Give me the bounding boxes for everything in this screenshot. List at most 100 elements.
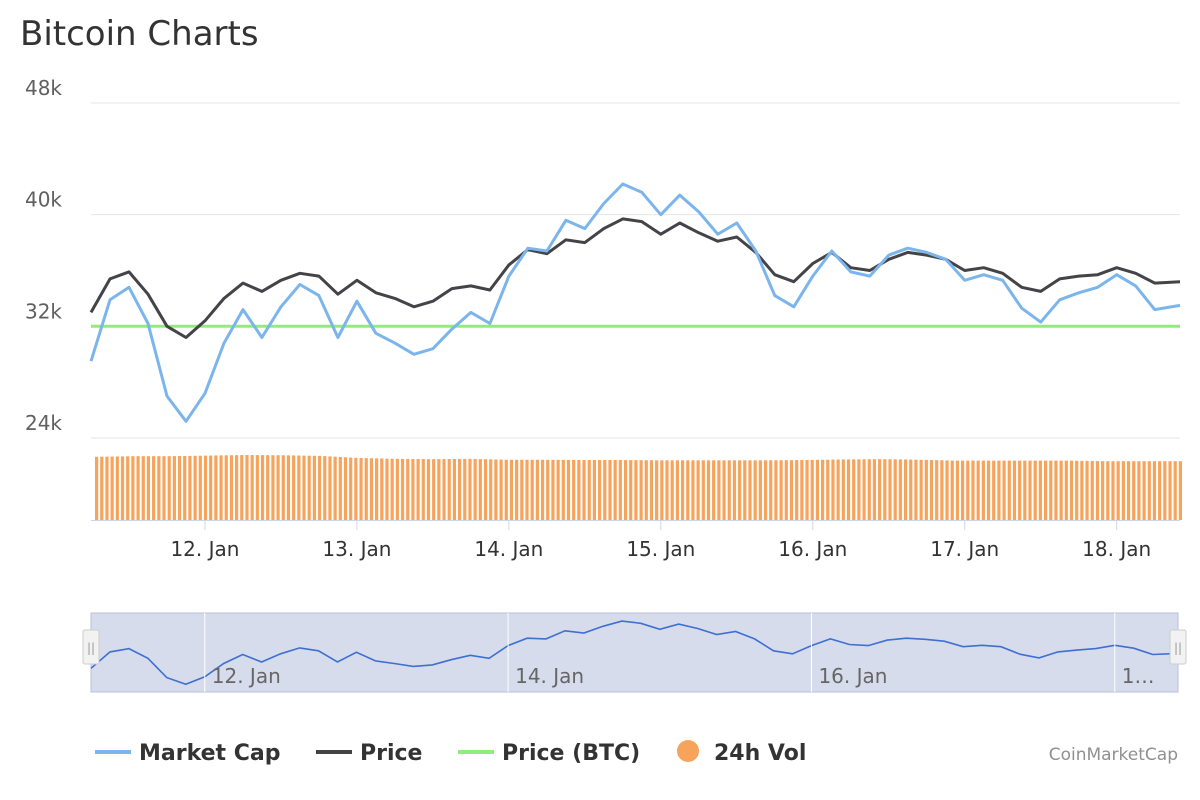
vol-bar bbox=[950, 460, 954, 520]
vol-bar bbox=[561, 459, 565, 520]
vol-bar bbox=[763, 460, 768, 520]
vol-bar bbox=[566, 459, 571, 520]
legend-item-24h-vol[interactable]: 24h Vol bbox=[677, 740, 806, 766]
vol-bar bbox=[815, 459, 819, 520]
vol-bar bbox=[146, 456, 151, 520]
navigator-handle-left-box[interactable] bbox=[82, 629, 100, 665]
vol-bar bbox=[338, 456, 342, 520]
x-tick-label: 15. Jan bbox=[626, 537, 695, 561]
vol-bar bbox=[1075, 460, 1079, 520]
vol-bar bbox=[260, 455, 265, 520]
vol-bar bbox=[1095, 461, 1100, 520]
vol-bar bbox=[400, 458, 405, 520]
vol-bar bbox=[618, 460, 622, 520]
vol-bar bbox=[592, 460, 597, 520]
vol-bar bbox=[235, 455, 239, 520]
vol-bar bbox=[499, 459, 503, 520]
vol-bar bbox=[224, 455, 228, 520]
vol-bar bbox=[193, 455, 197, 520]
vol-bar bbox=[354, 457, 358, 520]
vol-bar bbox=[551, 459, 555, 520]
vol-bar bbox=[95, 456, 99, 520]
vol-bar bbox=[598, 460, 602, 520]
vol-bar bbox=[515, 459, 519, 520]
vol-bar bbox=[390, 458, 394, 520]
vol-bar bbox=[883, 459, 887, 520]
vol-bar bbox=[478, 459, 482, 520]
vol-bar bbox=[1163, 461, 1167, 520]
vol-bar bbox=[795, 460, 799, 520]
vol-bar bbox=[929, 460, 934, 520]
vol-bar bbox=[115, 456, 119, 520]
vol-bar bbox=[188, 455, 192, 520]
vol-bar bbox=[483, 459, 488, 520]
vol-bar bbox=[546, 459, 550, 520]
vol-bar bbox=[732, 460, 737, 520]
vol-bar bbox=[909, 459, 913, 520]
x-tick-label: 13. Jan bbox=[322, 537, 391, 561]
credit-link[interactable]: CoinMarketCap bbox=[1049, 745, 1178, 765]
vol-bar bbox=[898, 459, 902, 520]
market-cap-line bbox=[89, 182, 1181, 423]
vol-bar bbox=[1049, 460, 1053, 520]
vol-bar bbox=[955, 460, 960, 520]
vol-bar bbox=[136, 456, 140, 520]
vol-bar bbox=[878, 459, 882, 520]
navigator[interactable]: 12. Jan 14. Jan 16. Jan 1… || || bbox=[82, 612, 1187, 693]
vol-bar bbox=[333, 456, 337, 520]
vol-bar bbox=[903, 459, 908, 520]
vol-bar bbox=[1018, 460, 1022, 520]
vol-bar bbox=[686, 460, 690, 520]
vol-bar bbox=[696, 460, 700, 520]
vol-bar bbox=[540, 459, 545, 520]
navigator-selection[interactable] bbox=[90, 612, 1179, 693]
vol-bar bbox=[209, 455, 213, 520]
vol-bar bbox=[126, 456, 130, 520]
x-tick-label: 18. Jan bbox=[1082, 537, 1151, 561]
vol-bar bbox=[857, 459, 861, 520]
vol-bar bbox=[1121, 461, 1125, 520]
vol-bar bbox=[1126, 461, 1131, 520]
navigator-handle-left[interactable]: || bbox=[82, 629, 100, 665]
vol-bar bbox=[1043, 460, 1048, 520]
x-axis: 12. Jan 13. Jan 14. Jan 15. Jan 16. Jan 17. J… bbox=[91, 520, 1180, 561]
vol-bar bbox=[779, 460, 783, 520]
vol-bar bbox=[432, 459, 436, 520]
vol-bar bbox=[349, 457, 353, 520]
vol-bar bbox=[966, 460, 970, 520]
vol-bar bbox=[961, 460, 965, 520]
vol-bar bbox=[525, 459, 529, 520]
y-tick-label: 40k bbox=[25, 188, 62, 212]
volume-bars bbox=[95, 455, 1182, 520]
navigator-handle-right-box[interactable] bbox=[1169, 629, 1187, 665]
vol-bar bbox=[162, 456, 166, 520]
vol-bar bbox=[992, 460, 996, 520]
navigator-handle-left-grip-icon: || bbox=[87, 641, 95, 655]
vol-bar bbox=[369, 458, 374, 520]
vol-bar bbox=[1012, 460, 1017, 520]
vol-bar bbox=[1101, 461, 1105, 520]
vol-bar bbox=[800, 460, 804, 520]
vol-bar bbox=[893, 459, 897, 520]
vol-bar bbox=[437, 459, 441, 520]
vol-bar bbox=[608, 460, 612, 520]
legend-item-market-cap[interactable]: Market Cap bbox=[95, 741, 280, 766]
vol-bar bbox=[297, 455, 301, 520]
vol-bar bbox=[945, 460, 949, 520]
vol-bar bbox=[245, 455, 249, 520]
vol-bar bbox=[266, 455, 270, 520]
vol-bar bbox=[281, 455, 285, 520]
vol-bar bbox=[1173, 461, 1177, 520]
vol-bar bbox=[691, 460, 695, 520]
vol-bar bbox=[385, 458, 389, 520]
vol-bar bbox=[452, 458, 456, 520]
vol-bar bbox=[644, 460, 648, 520]
legend-label-24h-vol: 24h Vol bbox=[714, 741, 806, 766]
vol-bar bbox=[623, 460, 628, 520]
vol-bar bbox=[504, 459, 508, 520]
legend-item-price-btc[interactable]: Price (BTC) bbox=[458, 741, 640, 766]
navigator-handle-right[interactable]: || bbox=[1169, 629, 1187, 665]
legend-item-price[interactable]: Price bbox=[316, 741, 422, 766]
navigator-tick-label: 14. Jan bbox=[515, 664, 584, 688]
vol-bar bbox=[1028, 460, 1032, 520]
